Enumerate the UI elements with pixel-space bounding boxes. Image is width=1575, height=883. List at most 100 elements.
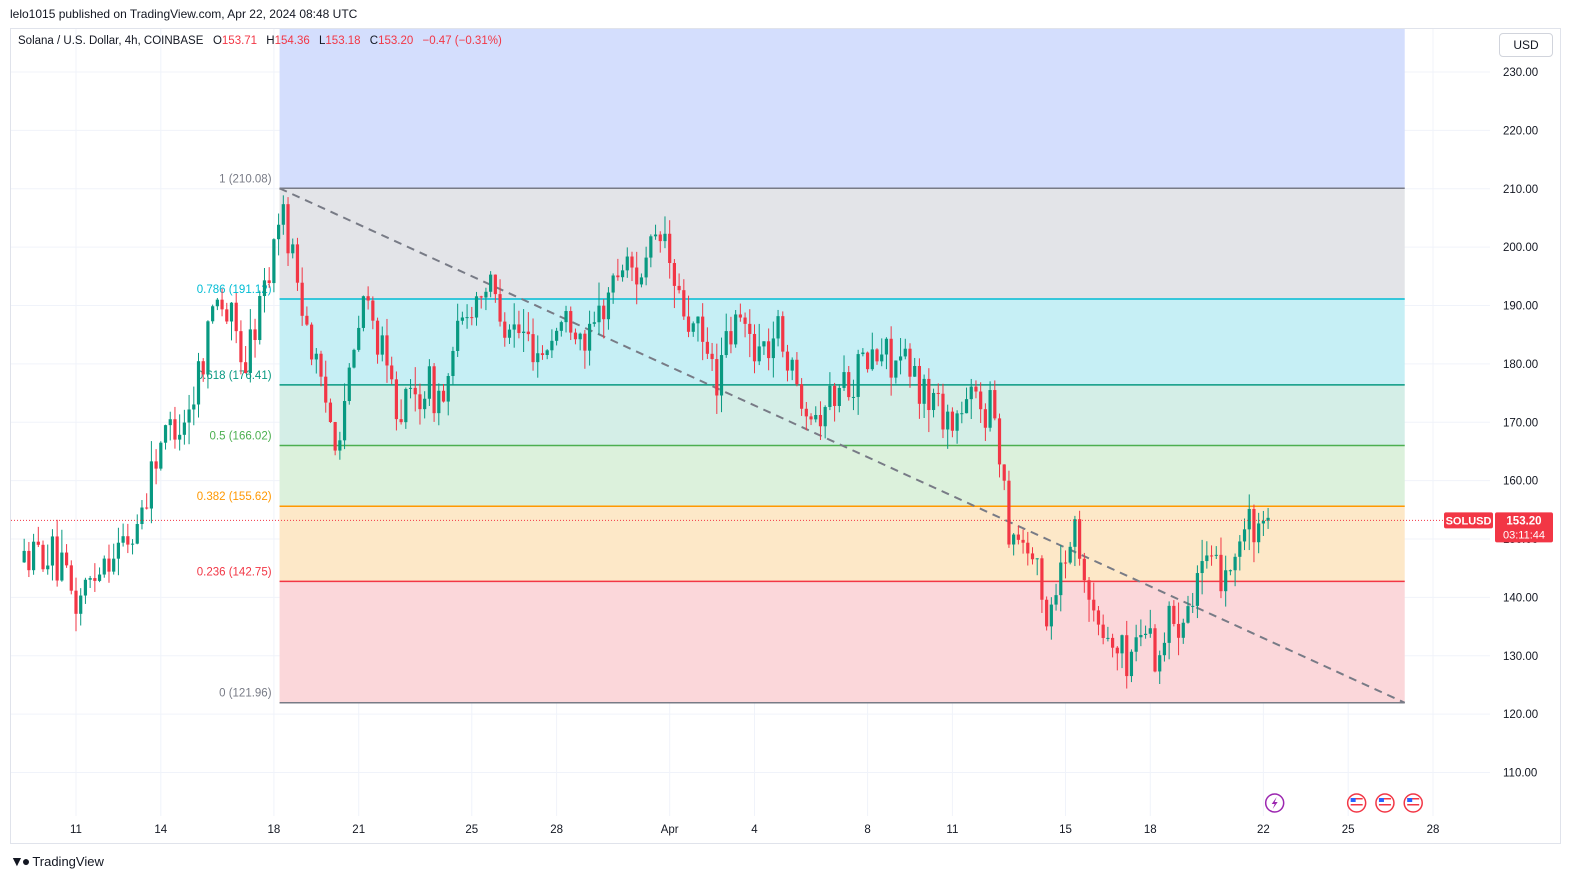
candle-body [545,350,549,355]
time-tick-label: Apr [661,824,679,836]
candle [22,538,26,563]
candle-body [239,331,243,363]
candle-body [771,338,775,359]
currency-button[interactable]: USD [1499,33,1553,57]
candle-body [107,558,111,572]
candle-body [489,274,493,292]
price-tick-label: 180.00 [1503,359,1538,371]
candle-body [1030,553,1035,560]
candle-body [215,299,219,307]
candle-body [357,327,361,350]
candle-body [767,341,771,359]
candle-body [196,361,201,405]
candle-body [620,270,625,278]
candle [620,264,625,282]
candle [903,338,907,360]
candle-body [635,267,639,285]
candle [545,349,549,360]
fib-zone-0.236 [279,581,1405,703]
candle [988,381,992,432]
candle-body [324,376,328,403]
symbol-legend[interactable]: Solana / U.S. Dollar, 4h, COINBASE O153.… [18,35,508,47]
fib-zone-0.618 [279,384,1405,446]
candle [715,343,719,414]
candle-body [606,292,611,320]
candle [64,544,69,568]
candle-body [163,425,168,443]
candle [456,303,460,357]
flag-stripe [1378,801,1391,803]
candle [201,358,205,382]
candle [974,380,978,399]
candle-body [597,305,601,323]
candle-body [1158,655,1162,672]
candle [1214,546,1218,560]
candle [342,383,347,450]
candle-body [696,316,700,324]
candle-body [187,409,191,423]
candle [1200,539,1204,595]
candle [314,348,318,374]
candle-body [1191,605,1195,607]
candle-body [856,354,860,397]
candle [50,529,55,581]
open-value: 153.71 [221,35,258,47]
tradingview-logo-icon: ▼● [10,853,30,869]
candle [649,234,653,268]
candle [1096,605,1101,636]
candle-body [1134,637,1138,652]
candle-body [220,299,224,310]
candle [1172,600,1176,627]
candle [979,382,983,423]
candle-body [550,340,554,351]
candle [837,384,841,413]
candle-body [121,536,125,543]
candle-body [898,356,903,361]
candle [809,413,813,426]
candle [371,296,375,330]
candle-body [126,536,130,545]
candle [390,356,394,385]
high-value: 154.36 [274,35,310,47]
chart-frame [10,28,1561,844]
candle-body [1073,519,1077,547]
candle [517,310,521,339]
candle-body [1087,580,1091,600]
candle-body [380,335,384,355]
candle-body [352,349,356,368]
candle [734,310,738,348]
candle [1238,535,1242,571]
price-tick-label: 110.00 [1503,768,1537,780]
candle-body [1205,555,1209,562]
candle-body [823,407,827,427]
candle-body [564,311,568,323]
candle-body [649,236,653,258]
candle-body [1026,542,1030,554]
candle [489,271,493,298]
candle [1148,609,1152,638]
candle-body [366,296,370,301]
fib-label-0.618: 0.618 (176.41) [197,370,272,382]
candle-body [526,331,530,335]
candle [946,404,950,449]
candle-body [79,595,83,614]
candle [611,273,615,304]
candle [1257,512,1261,554]
candle-body [50,536,55,566]
candle-body [540,353,545,355]
candle-body [206,321,210,375]
footer-brand[interactable]: ▼● TradingView [10,853,104,869]
candle-body [512,324,516,330]
candle-body [295,244,300,283]
candle [196,352,201,418]
candle-body [441,390,446,402]
candle-body [484,291,488,298]
candle [677,273,681,294]
flag-stripe [1407,807,1420,809]
candle [1063,550,1068,579]
candle [559,320,563,337]
candle-body [361,296,366,328]
flag-stripe [1350,807,1363,809]
candle-body [305,315,309,325]
